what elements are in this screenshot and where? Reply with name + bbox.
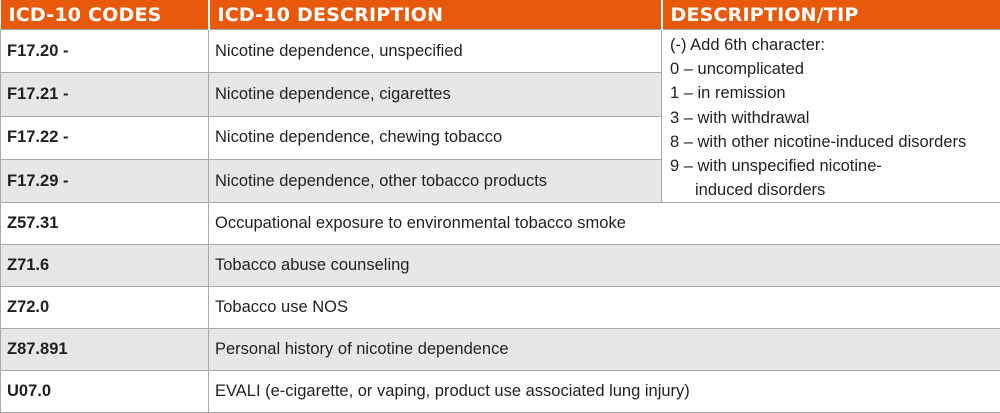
code-cell: F17.29 - [1,160,209,203]
tip-line: 9 – with unspecified nicotine- [670,154,1000,178]
description-cell: Occupational exposure to environmental t… [209,203,1000,245]
code-cell: F17.22 - [1,116,209,159]
table-row: Z87.891 Personal history of nicotine dep… [1,329,1000,371]
tip-line: 8 – with other nicotine-induced disorder… [670,130,1000,154]
table-row: Z57.31 Occupational exposure to environm… [1,203,1000,245]
description-cell: Nicotine dependence, other tobacco produ… [209,160,662,203]
tip-line: (-) Add 6th character: [670,33,1000,57]
description-cell: Tobacco abuse counseling [209,245,1000,287]
code-cell: F17.21 - [1,73,209,116]
table-row: F17.20 - Nicotine dependence, unspecifie… [1,30,1000,73]
description-cell: Nicotine dependence, unspecified [209,30,662,73]
header-row: ICD-10 CODES ICD-10 DESCRIPTION DESCRIPT… [1,0,1000,30]
description-cell: Personal history of nicotine dependence [209,329,1000,371]
header-codes: ICD-10 CODES [1,0,209,30]
tip-line: 3 – with withdrawal [670,106,1000,130]
tip-line: 1 – in remission [670,81,1000,105]
table-row: Z72.0 Tobacco use NOS [1,287,1000,329]
tip-line: induced disorders [670,178,1000,202]
description-cell: Nicotine dependence, chewing tobacco [209,116,662,159]
header-description: ICD-10 DESCRIPTION [209,0,662,30]
code-cell: Z57.31 [1,203,209,245]
code-cell: Z87.891 [1,329,209,371]
header-tip: DESCRIPTION/TIP [662,0,1000,30]
code-cell: Z72.0 [1,287,209,329]
table-row: U07.0 EVALI (e-cigarette, or vaping, pro… [1,371,1000,413]
tip-cell: (-) Add 6th character: 0 – uncomplicated… [662,30,1000,203]
table-row: Z71.6 Tobacco abuse counseling [1,245,1000,287]
description-cell: Tobacco use NOS [209,287,1000,329]
code-cell: Z71.6 [1,245,209,287]
description-cell: Nicotine dependence, cigarettes [209,73,662,116]
code-cell: F17.20 - [1,30,209,73]
tip-line: 0 – uncomplicated [670,57,1000,81]
code-cell: U07.0 [1,371,209,413]
description-cell: EVALI (e-cigarette, or vaping, product u… [209,371,1000,413]
